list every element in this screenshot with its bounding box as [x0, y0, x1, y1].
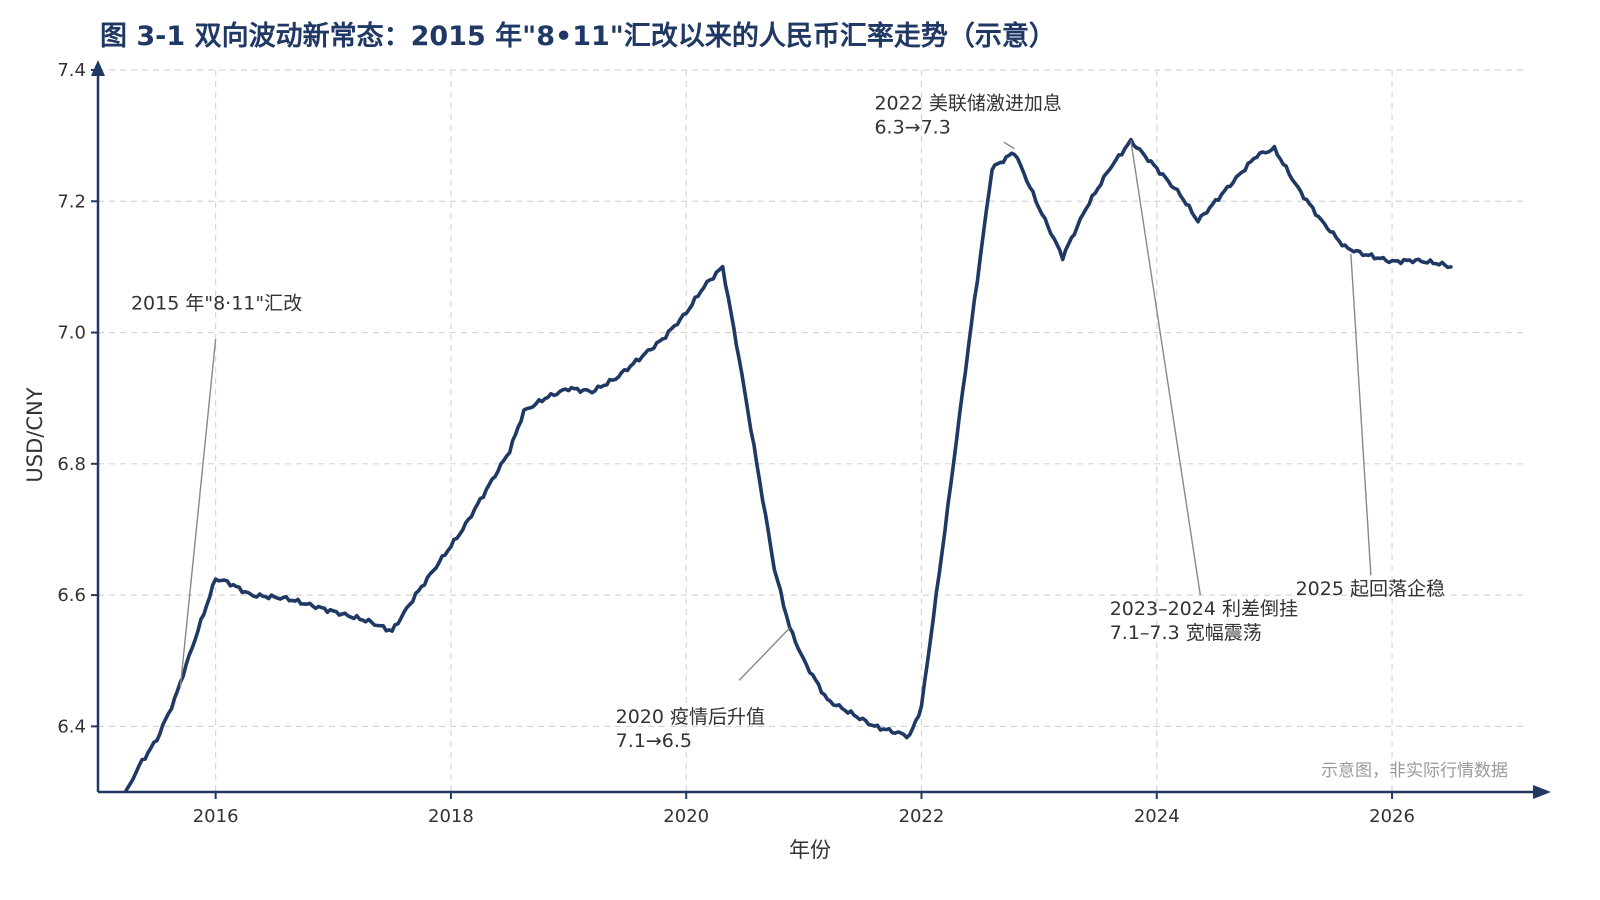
annotation-leader-line — [1130, 140, 1202, 596]
x-axis-label: 年份 — [789, 838, 831, 862]
chart-title: 图 3-1 双向波动新常态：2015 年"8•11"汇改以来的人民币汇率走势（示… — [100, 20, 1056, 52]
series-layer — [124, 137, 1453, 793]
usd-cny-series-line — [124, 137, 1453, 793]
annotation-text: 7.1→6.5 — [616, 730, 692, 752]
x-tick-label: 2024 — [1134, 806, 1180, 827]
x-tick-label: 2022 — [899, 806, 945, 827]
y-tick-label: 7.4 — [57, 60, 86, 81]
annotation-text: 2020 疫情后升值 — [616, 706, 765, 728]
annotation-text: 2015 年"8·11"汇改 — [131, 293, 302, 315]
disclaimer-note: 示意图，非实际行情数据 — [1321, 761, 1508, 781]
y-axis-label: USD/CNY — [23, 387, 47, 482]
y-tick-label: 6.4 — [57, 716, 86, 737]
x-tick-label: 2026 — [1369, 806, 1415, 827]
annotation-text: 6.3→7.3 — [874, 116, 950, 138]
annotation-leader-line — [179, 339, 217, 688]
y-axis-arrow — [91, 60, 105, 76]
y-tick-label: 7.2 — [57, 191, 86, 212]
annotation-leader-line — [1003, 141, 1015, 150]
axes: 6.4 6.6 6.8 7.0 7.2 7.4 2016 2018 2020 2022 2024 20… — [57, 60, 1551, 827]
x-tick-label: 2020 — [663, 806, 709, 827]
annotation-leader-line — [1350, 253, 1372, 576]
y-tick-label: 6.8 — [57, 454, 86, 475]
annotation-text: 2022 美联储激进加息 — [874, 92, 1061, 114]
y-tick-label: 7.0 — [57, 323, 86, 344]
annotation-text: 7.1–7.3 宽幅震荡 — [1110, 622, 1262, 644]
annotation-text: 2023–2024 利差倒挂 — [1110, 598, 1298, 620]
annotation-leader-line — [738, 627, 791, 681]
x-axis-arrow — [1533, 785, 1551, 799]
annotation-text: 2025 起回落企稳 — [1296, 578, 1445, 600]
grid — [98, 69, 1523, 792]
x-tick-label: 2016 — [193, 806, 239, 827]
y-tick-label: 6.6 — [57, 585, 86, 606]
x-tick-label: 2018 — [428, 806, 474, 827]
